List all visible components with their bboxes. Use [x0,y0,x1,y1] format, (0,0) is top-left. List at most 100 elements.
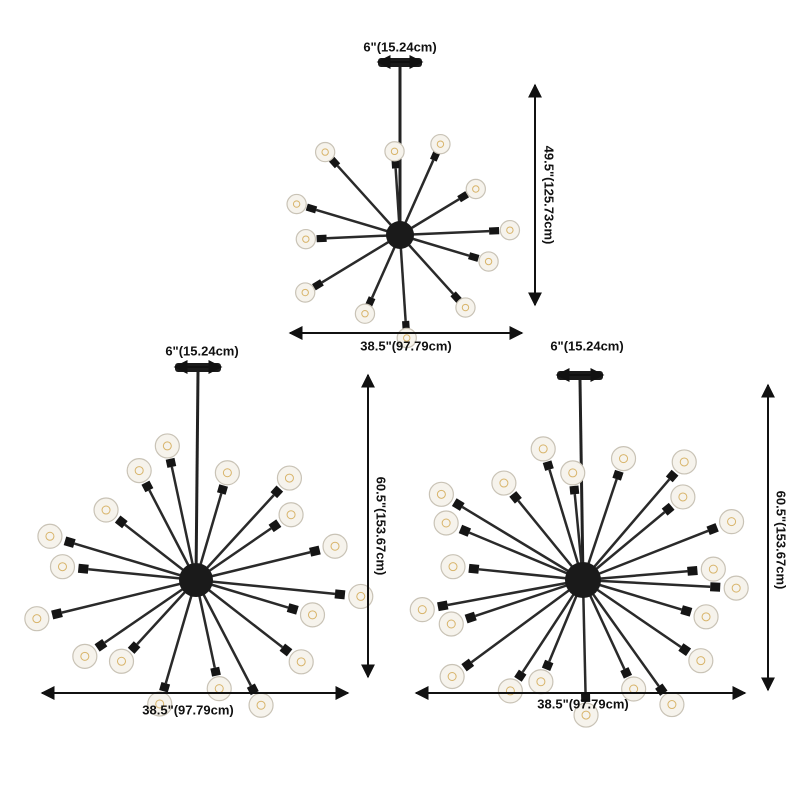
socket [451,498,465,511]
arm [548,469,585,581]
arm [399,229,490,237]
socket [678,643,692,656]
hub [386,221,414,249]
bulb [439,663,465,690]
socket [541,659,554,672]
bulb-filament [101,505,111,515]
bulb [723,575,749,601]
bulb [438,611,464,637]
bulb [72,643,98,669]
bulb-filament [499,478,509,488]
socket [661,502,675,516]
socket [430,151,441,162]
bulb-filament [446,619,456,629]
arm [195,578,336,596]
bulb-filament [361,310,369,318]
socket [270,485,284,499]
socket [114,515,128,529]
bulb-filament [447,672,457,682]
bulb-filament [448,562,458,572]
socket [141,480,154,493]
bulb-filament [330,541,340,551]
bulb-filament [286,510,296,520]
bulb [528,669,554,695]
bulb [24,606,50,632]
bulb-filament [506,226,514,234]
bulb [278,502,304,528]
socket [542,460,554,471]
bulb [671,449,697,475]
socket [365,296,376,307]
socket [216,484,228,495]
socket [612,469,624,481]
socket [309,545,321,557]
bulb [276,465,303,491]
canopy-width-label: 6"(15.24cm) [363,39,436,54]
bulb [126,458,152,484]
bulb-filament [80,651,90,661]
bulb [430,133,451,155]
arm [582,578,711,588]
arm [73,542,197,582]
bulb-filament [538,444,548,454]
socket [334,589,346,600]
socket [127,641,141,654]
bulb [354,303,376,324]
bulb-filament [731,583,741,593]
hub [565,562,601,598]
arm [195,579,284,649]
arm [447,578,584,607]
bulb-filament [321,148,329,156]
bulb [455,297,476,318]
bulb [206,676,232,702]
socket [305,203,318,214]
bulb [49,554,76,580]
bulb-filament [307,610,317,620]
socket [210,666,221,677]
dimensions: 6"(15.24cm) 49.5"(125.73cm) 38.5"(97.79cm)… [40,39,789,717]
socket [77,563,89,574]
socket [268,519,282,533]
bulb [693,604,719,630]
arm [521,579,585,673]
bulb-filament [57,562,67,572]
height-label: 49.5"(125.73cm) [542,146,557,245]
bulb-filament [292,200,301,208]
socket [286,603,299,615]
socket [165,457,177,468]
bulb-filament [134,466,144,476]
bulb [573,702,599,728]
socket [665,469,679,483]
bulb [688,648,714,674]
arm [582,578,682,649]
hub [179,563,213,597]
bulb [440,554,466,580]
bulb [659,691,685,718]
bulb [299,602,326,628]
arm [461,505,584,582]
bulb [560,460,586,486]
bulb [718,509,745,535]
socket [450,291,462,303]
bulb-filament [45,531,55,541]
bulb-filament [256,700,266,710]
arm [582,529,709,582]
arm [581,579,660,687]
bulb-filament [417,605,427,615]
bulb [288,649,314,675]
bulb-filament [581,710,591,720]
bulb-filament [436,489,446,499]
bulb-filament [678,492,688,502]
socket [437,600,449,612]
bulb-filament [679,457,689,467]
width-label: 38.5"(97.79cm) [142,702,233,717]
socket [706,523,719,536]
socket [687,565,698,576]
bulb [295,282,316,303]
arm [474,578,584,618]
canopy-width-label: 6"(15.24cm) [550,338,623,353]
bulb-filament [484,257,493,266]
bulb-filament [696,656,706,666]
bulb [295,228,317,250]
